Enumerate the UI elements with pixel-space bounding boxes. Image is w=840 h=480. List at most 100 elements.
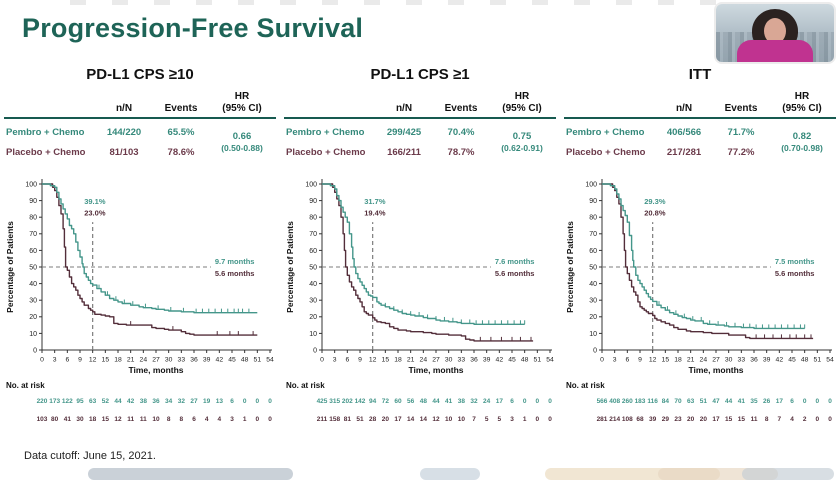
svg-text:24: 24 — [483, 398, 491, 405]
svg-text:47: 47 — [712, 398, 720, 405]
pembro-nn: 406/566 — [666, 126, 702, 138]
svg-text:34: 34 — [165, 398, 173, 405]
svg-text:36: 36 — [750, 357, 758, 364]
svg-text:72: 72 — [382, 398, 390, 405]
presenter-video-tile — [716, 4, 834, 62]
svg-text:10: 10 — [309, 331, 317, 338]
axes — [319, 179, 552, 353]
row-label-placebo: Placebo + Chemo — [566, 146, 646, 158]
svg-text:6: 6 — [65, 357, 69, 364]
no-at-risk-label: No. at risk — [286, 381, 325, 390]
svg-text:0: 0 — [40, 357, 44, 364]
panel-title: ITT — [688, 66, 712, 83]
bottom-bar-shape — [88, 468, 293, 480]
svg-text:28: 28 — [369, 416, 377, 423]
svg-text:42: 42 — [776, 357, 784, 364]
svg-text:6: 6 — [625, 357, 629, 364]
summary-table: n/N Events HR (95% CI) Pembro + Chemo 40… — [564, 91, 836, 162]
hr-value: 0.82 — [792, 130, 812, 142]
median-pembro: 7.5 months — [775, 257, 815, 266]
svg-text:0: 0 — [816, 416, 820, 423]
svg-text:20: 20 — [700, 416, 708, 423]
svg-text:12: 12 — [114, 416, 122, 423]
summary-table-header: n/N Events HR (95% CI) — [564, 91, 836, 117]
svg-text:11: 11 — [140, 416, 147, 423]
svg-text:36: 36 — [190, 357, 198, 364]
svg-text:8: 8 — [765, 416, 769, 423]
svg-text:10: 10 — [458, 416, 466, 423]
svg-text:41: 41 — [64, 416, 72, 423]
svg-text:36: 36 — [152, 398, 160, 405]
svg-text:0: 0 — [256, 416, 260, 423]
placebo-events: 77.2% — [727, 146, 755, 158]
y-axis-label: Percentage of Patients — [565, 221, 575, 313]
svg-text:0: 0 — [816, 398, 820, 405]
svg-text:50: 50 — [309, 264, 317, 271]
svg-text:14: 14 — [407, 416, 415, 423]
svg-text:2: 2 — [803, 416, 807, 423]
svg-text:30: 30 — [725, 357, 733, 364]
bottom-bar-shape — [742, 468, 834, 480]
summary-table-header: n/N Events HR (95% CI) — [4, 91, 276, 117]
svg-text:3: 3 — [613, 357, 617, 364]
landmark-rate-pembro: 39.1% — [84, 197, 106, 206]
svg-text:4: 4 — [205, 416, 209, 423]
svg-text:33: 33 — [178, 357, 186, 364]
svg-text:35: 35 — [750, 398, 758, 405]
svg-text:4: 4 — [790, 416, 794, 423]
svg-text:21: 21 — [407, 357, 415, 364]
svg-text:20: 20 — [687, 416, 695, 423]
svg-text:0: 0 — [256, 398, 260, 405]
svg-text:29: 29 — [662, 416, 670, 423]
svg-text:27: 27 — [190, 398, 198, 405]
svg-text:0: 0 — [828, 416, 832, 423]
svg-text:142: 142 — [355, 398, 366, 405]
hr-header-line1: HR — [794, 91, 810, 102]
no-at-risk-label: No. at risk — [6, 381, 45, 390]
risk-row-pembro: 220 173 122 95 63 52 44 42 38 36 34 32 27 19 13 6 0 0 0 — [37, 398, 273, 405]
svg-text:15: 15 — [102, 357, 110, 364]
svg-text:30: 30 — [309, 298, 317, 305]
svg-text:30: 30 — [165, 357, 173, 364]
svg-text:63: 63 — [687, 398, 695, 405]
hr-ci: (0.50-0.88) — [221, 142, 263, 153]
svg-text:30: 30 — [76, 416, 84, 423]
svg-text:38: 38 — [140, 398, 148, 405]
risk-row-placebo: 103 80 41 30 18 15 12 11 11 10 8 8 6 4 4 3 1 0 0 — [37, 416, 273, 423]
km-curve-pembro — [322, 183, 526, 325]
landmark-rate-pembro: 31.7% — [364, 197, 386, 206]
svg-text:8: 8 — [167, 416, 171, 423]
svg-text:116: 116 — [647, 398, 658, 405]
hr-value: 0.66 — [232, 130, 252, 142]
svg-text:9: 9 — [78, 357, 82, 364]
svg-text:18: 18 — [394, 357, 402, 364]
svg-text:0: 0 — [536, 398, 540, 405]
hr-ci: (0.70-0.98) — [781, 142, 823, 153]
svg-text:173: 173 — [49, 398, 60, 405]
svg-text:20: 20 — [29, 314, 37, 321]
row-label-pembro: Pembro + Chemo — [6, 126, 85, 138]
svg-text:21: 21 — [127, 357, 135, 364]
svg-text:10: 10 — [152, 416, 160, 423]
svg-text:108: 108 — [622, 416, 633, 423]
hr-value-cell: 0.75 (0.62-0.91) — [488, 131, 556, 154]
svg-text:211: 211 — [317, 416, 328, 423]
svg-text:26: 26 — [763, 398, 771, 405]
svg-text:15: 15 — [662, 357, 670, 364]
pembro-nn: 299/425 — [386, 126, 422, 138]
svg-text:17: 17 — [496, 398, 504, 405]
svg-text:80: 80 — [589, 215, 597, 222]
placebo-nn: 166/211 — [387, 146, 421, 158]
panel-title: PD-L1 CPS ≥10 — [86, 66, 194, 83]
median-placebo: 5.6 months — [215, 269, 255, 278]
svg-text:12: 12 — [432, 416, 440, 423]
svg-text:3: 3 — [230, 416, 234, 423]
presenter-face — [764, 18, 786, 44]
pembro-events: 70.4% — [447, 126, 475, 138]
summary-table: n/N Events HR (95% CI) Pembro + Chemo 14… — [4, 91, 276, 162]
hr-value: 0.75 — [512, 130, 532, 142]
svg-text:6: 6 — [192, 416, 196, 423]
x-axis-label: Time, months — [688, 365, 743, 375]
svg-text:6: 6 — [345, 357, 349, 364]
